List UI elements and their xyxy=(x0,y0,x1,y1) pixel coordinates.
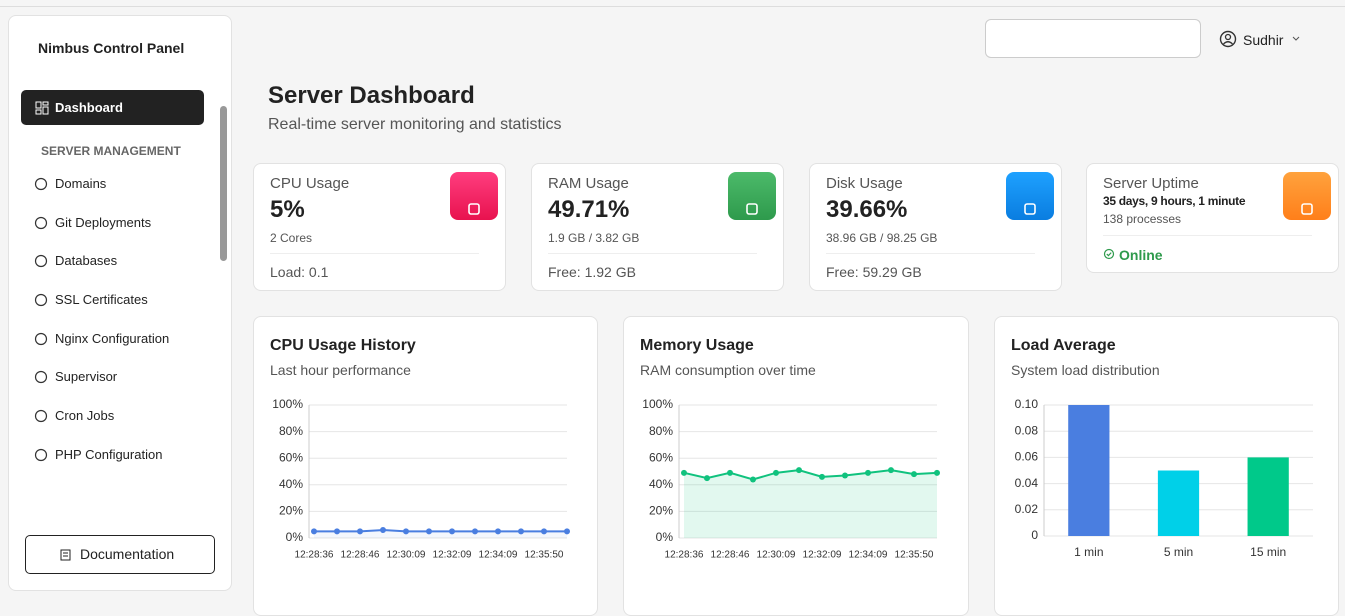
chart-card: Load Average System load distribution xyxy=(994,316,1339,616)
icon xyxy=(35,101,49,115)
page-title: Server Dashboard xyxy=(268,82,475,109)
user-menu[interactable]: Sudhir xyxy=(1243,32,1284,48)
icon-shape xyxy=(34,409,48,423)
stat-detail: 2 Cores xyxy=(270,231,313,245)
nav-item[interactable]: Domains xyxy=(55,176,107,191)
nav-icon xyxy=(34,448,48,462)
icon-shape xyxy=(746,203,758,215)
stat-footer: Free: 59.29 GB xyxy=(826,264,922,280)
stat-value: 39.66% xyxy=(826,196,908,223)
chart-subtitle: System load distribution xyxy=(1011,362,1160,378)
nav-active[interactable]: Dashboard xyxy=(21,90,204,125)
stat-card: RAM Usage 49.71% 1.9 GB / 3.82 GB Free: 1.9… xyxy=(531,163,784,291)
chart-card: CPU Usage History Last hour performance xyxy=(253,316,598,616)
chart-subtitle: Last hour performance xyxy=(270,362,411,378)
caret xyxy=(1292,36,1300,41)
nav-item[interactable]: Supervisor xyxy=(55,369,118,384)
nav-item[interactable]: SSL Certificates xyxy=(55,292,148,307)
page: Nimbus Control Panel Dashboard SERVER MA… xyxy=(0,6,1345,616)
nav-item[interactable]: Databases xyxy=(55,253,118,268)
icon xyxy=(746,203,758,215)
nav-item[interactable]: Cron Jobs xyxy=(55,408,115,423)
icon-shape xyxy=(1301,203,1313,215)
icon-shape xyxy=(1106,252,1112,257)
icon-shape xyxy=(468,203,480,215)
icon xyxy=(1301,203,1313,215)
user-icon xyxy=(1219,30,1237,48)
stat-value: 5% xyxy=(270,196,305,223)
icon-shape xyxy=(34,293,48,307)
divider xyxy=(1103,235,1312,236)
chart-title: CPU Usage History xyxy=(270,337,416,354)
nav-item[interactable]: Git Deployments xyxy=(55,215,152,230)
icon-shape xyxy=(1024,203,1036,215)
icon-shape xyxy=(34,370,48,384)
button-label: Documentation xyxy=(80,546,175,562)
nav-icon xyxy=(34,254,48,268)
nav-label: Dashboard xyxy=(55,100,123,115)
chart-subtitle: RAM consumption over time xyxy=(640,362,816,378)
stat-detail: 138 processes xyxy=(1103,212,1182,226)
icon xyxy=(60,549,71,561)
chart-title: Memory Usage xyxy=(640,337,754,354)
nav-icon xyxy=(34,177,48,191)
brand: Nimbus Control Panel xyxy=(38,40,185,56)
stat-detail: 1.9 GB / 3.82 GB xyxy=(548,231,640,245)
nav-item[interactable]: PHP Configuration xyxy=(55,447,163,462)
divider xyxy=(548,253,757,254)
nav-icon xyxy=(34,409,48,423)
nav-item[interactable]: Nginx Configuration xyxy=(55,331,170,346)
top-border xyxy=(0,6,1345,7)
nav-icon xyxy=(34,216,48,230)
page-subtitle: Real-time server monitoring and statisti… xyxy=(268,116,562,133)
stat-card: CPU Usage 5% 2 Cores Load: 0.1 xyxy=(253,163,506,291)
stat-footer: Online xyxy=(1119,247,1163,263)
stat-label: Disk Usage xyxy=(826,175,903,192)
stat-detail: 38.96 GB / 98.25 GB xyxy=(826,231,938,245)
icon-shape xyxy=(34,177,48,191)
status-icon xyxy=(1103,248,1115,260)
stat-icon xyxy=(728,172,776,220)
icon-shape xyxy=(1103,248,1115,260)
nav-icon xyxy=(34,332,48,346)
icon-shape xyxy=(34,216,48,230)
scrollbar[interactable] xyxy=(219,91,227,486)
stat-label: RAM Usage xyxy=(548,175,629,192)
scroll-thumb[interactable] xyxy=(220,106,227,261)
stat-value: 35 days, 9 hours, 1 minute xyxy=(1103,194,1246,208)
stat-label: Server Uptime xyxy=(1103,175,1199,192)
icon-shape xyxy=(34,254,48,268)
chart-card: Memory Usage RAM consumption over time xyxy=(623,316,969,616)
nav-icon xyxy=(34,293,48,307)
stat-icon xyxy=(450,172,498,220)
stat-icon xyxy=(1283,172,1331,220)
stat-value: 49.71% xyxy=(548,196,630,223)
divider xyxy=(270,253,479,254)
stat-card: Disk Usage 39.66% 38.96 GB / 98.25 GB Free:… xyxy=(809,163,1062,291)
documentation-button[interactable]: Documentation xyxy=(25,535,215,574)
divider xyxy=(826,253,1035,254)
icon xyxy=(468,203,480,215)
nav-icon xyxy=(34,370,48,384)
stat-card: Server Uptime 35 days, 9 hours, 1 minute 1… xyxy=(1086,163,1339,273)
search-input[interactable] xyxy=(985,19,1201,58)
icon-shape xyxy=(34,448,48,462)
stat-icon xyxy=(1006,172,1054,220)
stat-label: CPU Usage xyxy=(270,175,350,192)
icon-shape xyxy=(34,332,48,346)
stat-footer: Free: 1.92 GB xyxy=(548,264,636,280)
icon xyxy=(1024,203,1036,215)
chart-title: Load Average xyxy=(1011,337,1116,354)
section-label: SERVER MANAGEMENT xyxy=(41,144,181,158)
stat-footer: Load: 0.1 xyxy=(270,264,329,280)
